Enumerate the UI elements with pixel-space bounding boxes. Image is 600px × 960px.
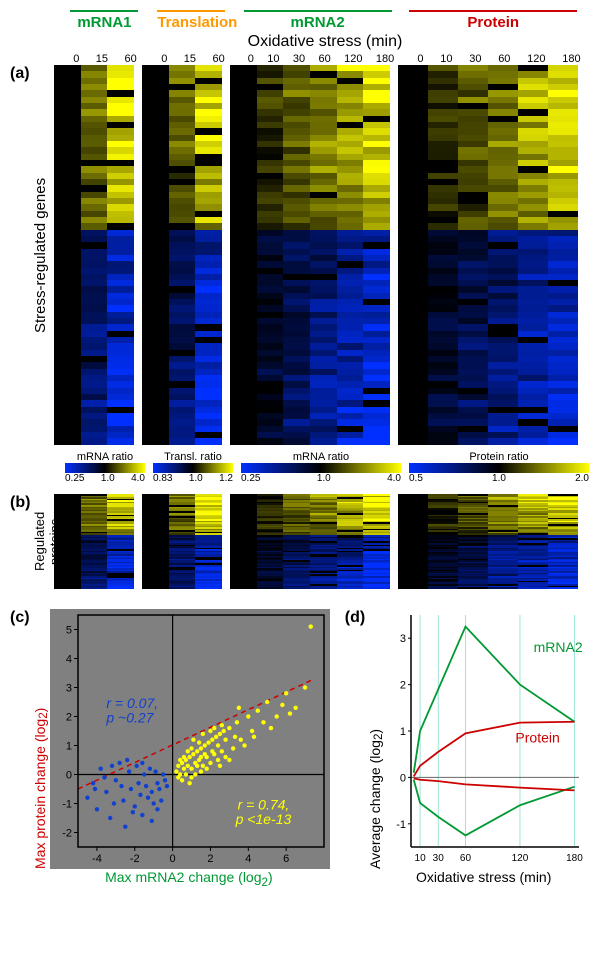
svg-text:1: 1 <box>66 741 72 753</box>
svg-text:Protein: Protein <box>515 730 559 746</box>
svg-text:-2: -2 <box>62 828 72 840</box>
bottom-row: (c) Max protein change (log2) -4 -2 0 2 4 6 -2… <box>10 609 590 889</box>
panel-a-label: (a) <box>10 65 32 445</box>
scatter-xlabel: Max mRNA2 change (log2) <box>48 869 330 889</box>
svg-text:-1: -1 <box>396 819 406 831</box>
panel-b: (b) Regulated proteins <box>10 494 590 589</box>
svg-text:4: 4 <box>245 853 251 865</box>
panel-c: (c) Max protein change (log2) -4 -2 0 2 4 6 -2… <box>10 609 330 889</box>
svg-text:10: 10 <box>414 853 426 864</box>
svg-text:2: 2 <box>399 680 405 692</box>
svg-text:p ~0.27: p ~0.27 <box>105 709 154 725</box>
svg-text:2: 2 <box>66 712 72 724</box>
line-chart: mRNA2 Protein 10 30 60 120 180 -1 0 1 2 3 <box>385 609 585 869</box>
scatter-ylabel: Max protein change (log2) <box>32 609 50 869</box>
svg-text:-4: -4 <box>92 853 102 865</box>
svg-text:4: 4 <box>66 654 72 666</box>
svg-text:p <1e-13: p <1e-13 <box>234 811 291 827</box>
panel-a-side: Stress-regulated genes <box>32 65 50 445</box>
svg-text:0: 0 <box>66 770 72 782</box>
panel-b-side: Regulated proteins <box>32 494 50 589</box>
svg-text:-1: -1 <box>62 799 72 811</box>
svg-text:60: 60 <box>460 853 472 864</box>
panel-a: (a) Stress-regulated genes <box>10 65 590 445</box>
svg-text:5: 5 <box>66 625 72 637</box>
svg-text:0: 0 <box>399 772 405 784</box>
svg-text:120: 120 <box>511 853 528 864</box>
panel-d: (d) Average change (log2) mRNA2Protein10… <box>345 609 585 889</box>
svg-text:mRNA2: mRNA2 <box>533 639 582 655</box>
svg-text:3: 3 <box>66 683 72 695</box>
legend-row: mRNA ratio0.251.04.0Transl. ratio0.831.0… <box>65 451 590 484</box>
scatter-plot: -4-20246-2-1012345r = 0.07,p ~0.27r = 0.… <box>50 609 330 869</box>
tick-row-top: 015600156001030601201800103060120180 <box>65 53 590 65</box>
panel-c-label: (c) <box>10 609 32 869</box>
svg-text:-2: -2 <box>130 853 140 865</box>
svg-text:30: 30 <box>432 853 444 864</box>
line-xlabel: Oxidative stress (min) <box>383 869 585 885</box>
header-labels: mRNA1TranslationmRNA2Protein <box>65 10 590 31</box>
svg-text:1: 1 <box>399 726 405 738</box>
heatmaps-a <box>54 65 578 445</box>
subtitle: Oxidative stress (min) <box>75 33 575 51</box>
line-ylabel: Average change (log2) <box>367 609 385 869</box>
svg-text:3: 3 <box>399 633 405 645</box>
svg-text:0: 0 <box>169 853 175 865</box>
panel-b-label: (b) <box>10 494 32 589</box>
svg-text:6: 6 <box>283 853 289 865</box>
heatmaps-b <box>54 494 578 589</box>
svg-text:2: 2 <box>207 853 213 865</box>
panel-d-label: (d) <box>345 609 367 869</box>
svg-text:180: 180 <box>566 853 583 864</box>
